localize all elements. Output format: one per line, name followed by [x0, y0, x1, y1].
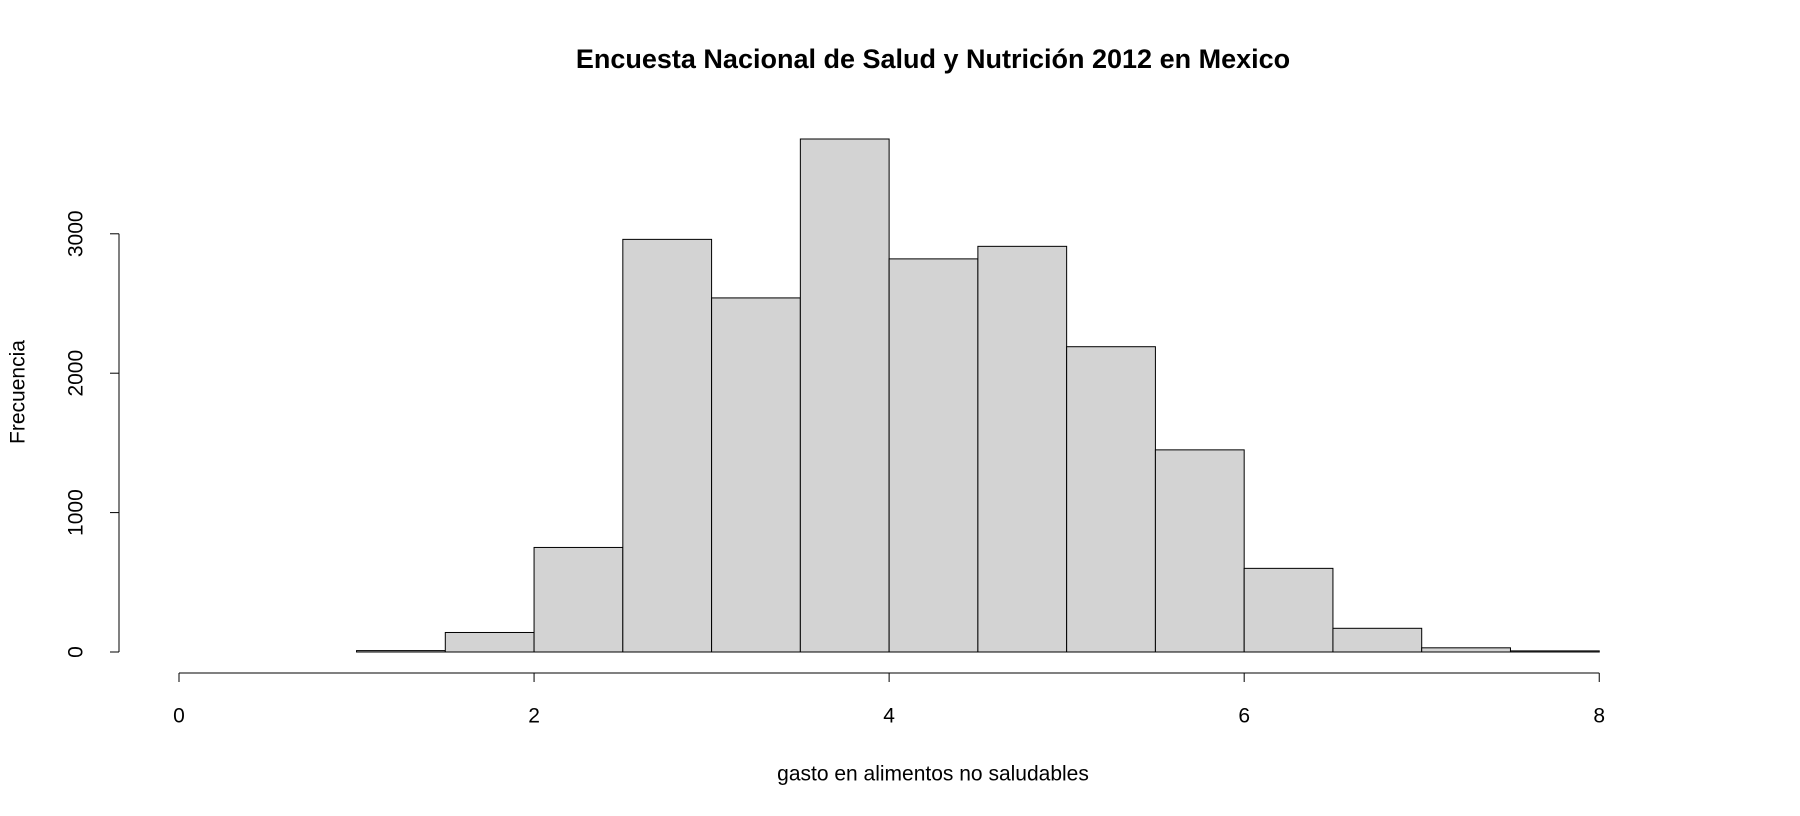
bar [533, 546, 624, 653]
y-tick-label: 3000 [65, 210, 88, 257]
x-tick-label: 2 [528, 705, 540, 728]
bar [1066, 346, 1156, 653]
bar [444, 631, 535, 653]
bar [1243, 567, 1334, 653]
bar [1509, 650, 1600, 653]
x-tick-label: 6 [1238, 705, 1250, 728]
chart-title: Encuesta Nacional de Salud y Nutrición 2… [576, 44, 1290, 74]
bar [1154, 449, 1245, 653]
bar [1421, 647, 1511, 653]
bar [977, 245, 1068, 653]
bar [356, 650, 446, 653]
y-tick-label: 1000 [65, 489, 88, 536]
bar [711, 297, 801, 653]
bar [888, 258, 979, 653]
bar [799, 138, 890, 653]
x-tick-label: 4 [883, 705, 895, 728]
y-tick-label: 2000 [65, 350, 88, 397]
y-tick-label: 0 [65, 646, 88, 658]
y-axis-label: Frecuencia [7, 340, 30, 444]
x-tick-label: 0 [173, 705, 185, 728]
bar [622, 238, 713, 653]
x-tick-label: 8 [1593, 705, 1605, 728]
bar [1332, 627, 1423, 653]
x-axis-label: gasto en alimentos no saludables [777, 763, 1089, 786]
